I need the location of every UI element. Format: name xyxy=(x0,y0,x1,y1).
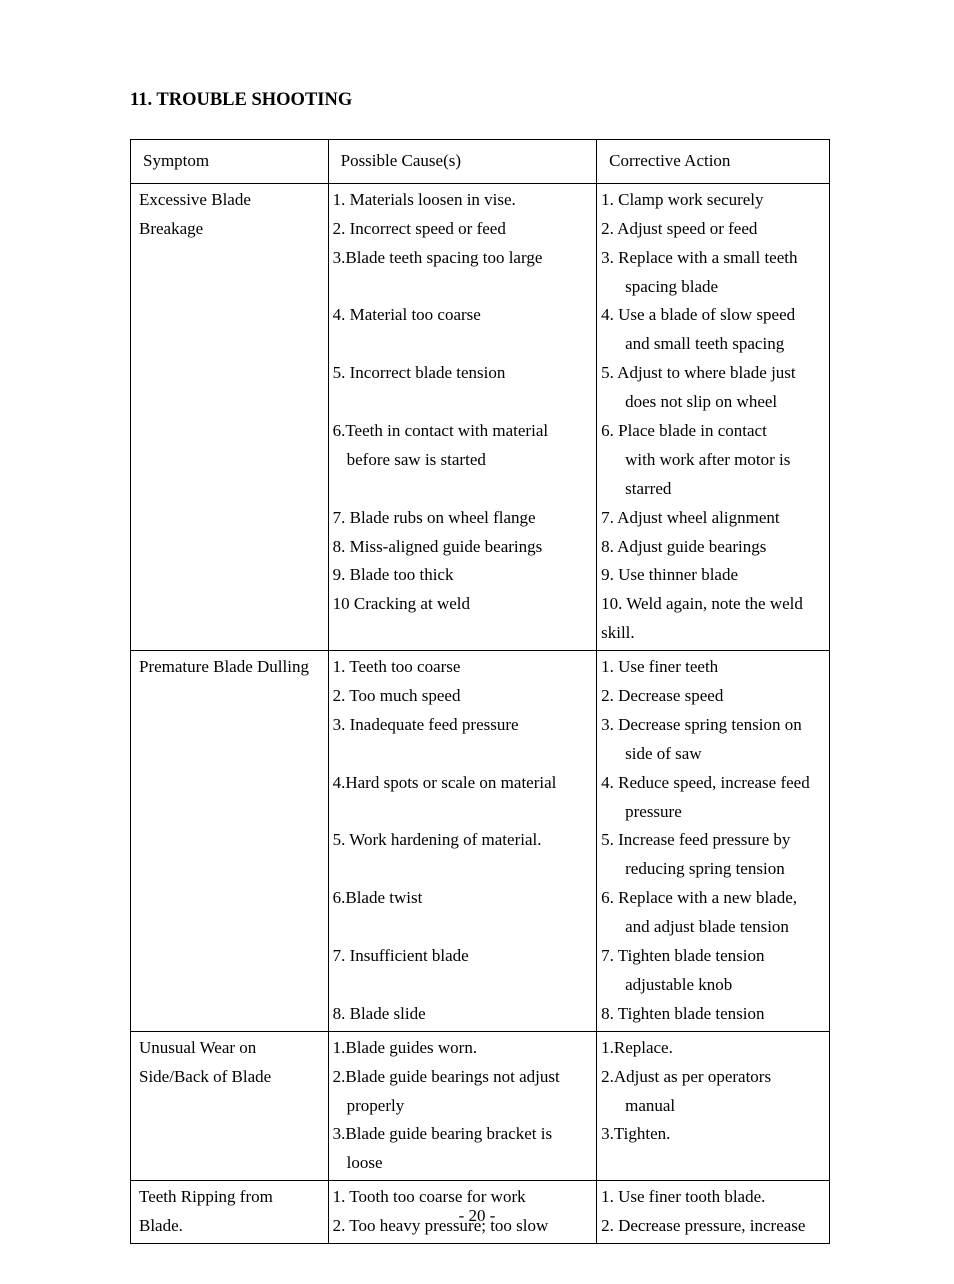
text-line: 6.Teeth in contact with material xyxy=(333,417,595,446)
text-line: Unusual Wear on xyxy=(135,1034,326,1063)
text-line: 8. Adjust guide bearings xyxy=(601,533,827,562)
text-line: Breakage xyxy=(135,215,326,244)
text-line: and small teeth spacing xyxy=(601,330,827,359)
text-line: does not slip on wheel xyxy=(601,388,827,417)
text-line: 2.Adjust as per operators xyxy=(601,1063,827,1092)
text-line: 4. Use a blade of slow speed xyxy=(601,301,827,330)
header-symptom: Symptom xyxy=(131,140,329,184)
cell-cause: 1. Materials loosen in vise.2. Incorrect… xyxy=(328,183,597,650)
text-line: 2. Adjust speed or feed xyxy=(601,215,827,244)
text-line xyxy=(333,855,595,884)
text-line: 1. Materials loosen in vise. xyxy=(333,186,595,215)
text-line: 2.Blade guide bearings not adjust xyxy=(333,1063,595,1092)
cell-symptom: Excessive BladeBreakage xyxy=(131,183,329,650)
table-row: Premature Blade Dulling1. Teeth too coar… xyxy=(131,651,830,1032)
text-line: 9. Use thinner blade xyxy=(601,561,827,590)
text-line: starred xyxy=(601,475,827,504)
text-line: 6.Blade twist xyxy=(333,884,595,913)
text-line: 8. Miss-aligned guide bearings xyxy=(333,533,595,562)
text-line: 4.Hard spots or scale on material xyxy=(333,769,595,798)
text-line: 5. Incorrect blade tension xyxy=(333,359,595,388)
text-line: 1. Use finer teeth xyxy=(601,653,827,682)
text-line: 8. Tighten blade tension xyxy=(601,1000,827,1029)
text-line: 1. Teeth too coarse xyxy=(333,653,595,682)
text-line: 6. Replace with a new blade, xyxy=(601,884,827,913)
text-line xyxy=(333,330,595,359)
text-line: Side/Back of Blade xyxy=(135,1063,326,1092)
header-cause: Possible Cause(s) xyxy=(328,140,597,184)
text-line: 3.Blade teeth spacing too large xyxy=(333,244,595,273)
text-line: spacing blade xyxy=(601,273,827,302)
text-line xyxy=(333,740,595,769)
text-line: adjustable knob xyxy=(601,971,827,1000)
text-line xyxy=(333,971,595,1000)
text-line: 2. Incorrect speed or feed xyxy=(333,215,595,244)
cell-action: 1. Use finer teeth2. Decrease speed3. De… xyxy=(597,651,830,1032)
text-line xyxy=(333,913,595,942)
text-line: 3. Decrease spring tension on xyxy=(601,711,827,740)
text-line: 7. Insufficient blade xyxy=(333,942,595,971)
text-line: 7. Adjust wheel alignment xyxy=(601,504,827,533)
text-line: loose xyxy=(333,1149,595,1178)
text-line xyxy=(333,388,595,417)
text-line: 3. Inadequate feed pressure xyxy=(333,711,595,740)
page-number: - 20 - xyxy=(0,1206,954,1226)
text-line: 2. Too much speed xyxy=(333,682,595,711)
text-line: 2. Decrease speed xyxy=(601,682,827,711)
text-line: 1. Clamp work securely xyxy=(601,186,827,215)
page: 11. TROUBLE SHOOTING Symptom Possible Ca… xyxy=(0,0,954,1284)
text-line: 1.Blade guides worn. xyxy=(333,1034,595,1063)
table-body: Excessive BladeBreakage1. Materials loos… xyxy=(131,183,830,1243)
text-line: 10. Weld again, note the weld xyxy=(601,590,827,619)
text-line: 7. Tighten blade tension xyxy=(601,942,827,971)
text-line: 8. Blade slide xyxy=(333,1000,595,1029)
text-line: 7. Blade rubs on wheel flange xyxy=(333,504,595,533)
cell-cause: 1. Teeth too coarse2. Too much speed3. I… xyxy=(328,651,597,1032)
cell-action: 1. Clamp work securely2. Adjust speed or… xyxy=(597,183,830,650)
text-line xyxy=(333,273,595,302)
cell-symptom: Unusual Wear onSide/Back of Blade xyxy=(131,1031,329,1180)
text-line: 5. Increase feed pressure by xyxy=(601,826,827,855)
text-line: skill. xyxy=(601,619,827,648)
text-line: 9. Blade too thick xyxy=(333,561,595,590)
cell-action: 1.Replace.2.Adjust as per operatorsmanua… xyxy=(597,1031,830,1180)
text-line: before saw is started xyxy=(333,446,595,475)
text-line: 6. Place blade in contact xyxy=(601,417,827,446)
text-line: 4. Material too coarse xyxy=(333,301,595,330)
table-row: Excessive BladeBreakage1. Materials loos… xyxy=(131,183,830,650)
text-line: and adjust blade tension xyxy=(601,913,827,942)
text-line: 3.Blade guide bearing bracket is xyxy=(333,1120,595,1149)
text-line: 3. Replace with a small teeth xyxy=(601,244,827,273)
text-line: Premature Blade Dulling xyxy=(135,653,326,682)
text-line: pressure xyxy=(601,798,827,827)
text-line: side of saw xyxy=(601,740,827,769)
text-line: 4. Reduce speed, increase feed xyxy=(601,769,827,798)
text-line: 1.Replace. xyxy=(601,1034,827,1063)
cell-symptom: Premature Blade Dulling xyxy=(131,651,329,1032)
section-heading: 11. TROUBLE SHOOTING xyxy=(130,90,834,111)
text-line: manual xyxy=(601,1092,827,1121)
text-line: properly xyxy=(333,1092,595,1121)
text-line xyxy=(333,475,595,504)
text-line: 5. Work hardening of material. xyxy=(333,826,595,855)
header-action: Corrective Action xyxy=(597,140,830,184)
text-line: reducing spring tension xyxy=(601,855,827,884)
text-line: 5. Adjust to where blade just xyxy=(601,359,827,388)
text-line: with work after motor is xyxy=(601,446,827,475)
cell-cause: 1.Blade guides worn.2.Blade guide bearin… xyxy=(328,1031,597,1180)
troubleshoot-table: Symptom Possible Cause(s) Corrective Act… xyxy=(130,139,830,1244)
text-line: Excessive Blade xyxy=(135,186,326,215)
text-line: 10 Cracking at weld xyxy=(333,590,595,619)
table-header-row: Symptom Possible Cause(s) Corrective Act… xyxy=(131,140,830,184)
table-row: Unusual Wear onSide/Back of Blade1.Blade… xyxy=(131,1031,830,1180)
text-line: 3.Tighten. xyxy=(601,1120,827,1149)
text-line xyxy=(333,798,595,827)
